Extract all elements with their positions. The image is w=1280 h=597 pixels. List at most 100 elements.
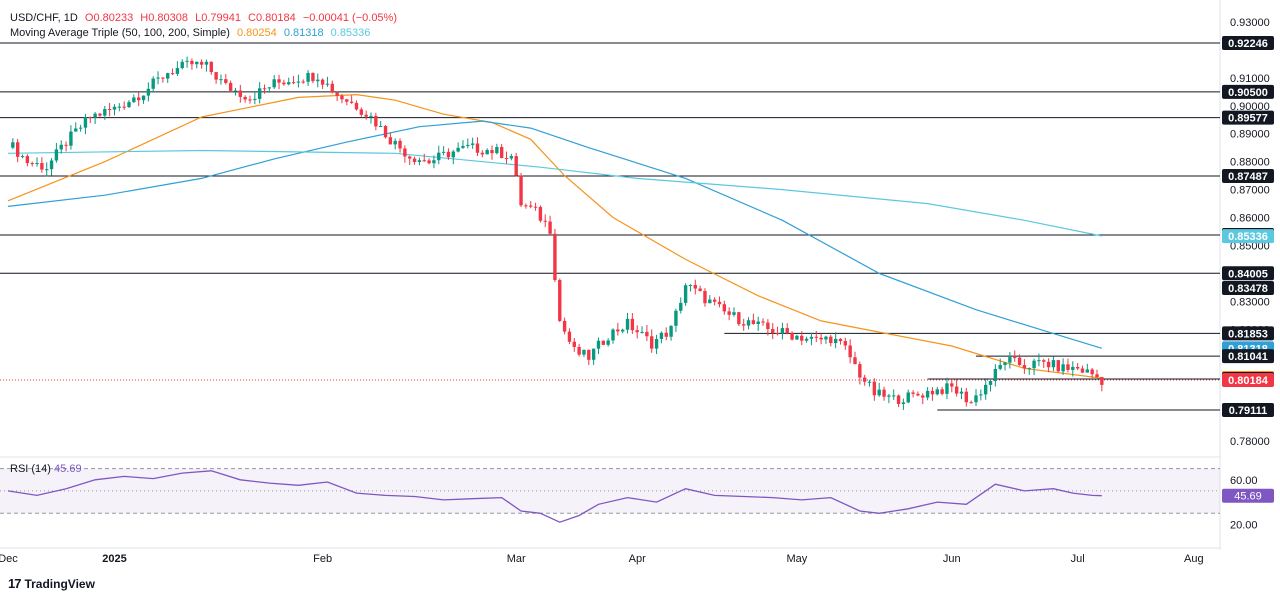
candle-body [892,395,896,397]
rsi-axis-badge-text: 45.69 [1234,491,1262,503]
candle-body [654,338,659,349]
candle-body [800,335,804,341]
candle-body [1090,369,1094,375]
candle-body [495,147,499,154]
time-axis-label: Dec [0,553,18,565]
candle-body [354,102,359,110]
candle-body [829,336,833,344]
candle-body [422,160,426,162]
candle-body [558,280,562,321]
price-axis-badge-text: 0.83478 [1228,283,1268,295]
candle-body [296,81,301,83]
candle-body [538,206,543,221]
rsi-tick-label: 20.00 [1230,519,1258,531]
moving-average-line [7,149,1102,237]
candle-body [582,349,586,355]
price-axis-badge [1222,110,1274,125]
candle-body [616,329,620,332]
candle-body [446,151,451,158]
price-axis-badge-text: 0.87487 [1228,171,1268,183]
tradingview-brand[interactable]: 17 TradingView [8,576,95,591]
price-axis-badge [1222,84,1274,99]
candle-body [529,205,533,207]
candle-body [209,61,213,73]
candle-body [224,79,228,83]
candle-body [30,163,34,165]
rsi-value: 45.69 [54,463,82,475]
ma200-value: 0.85336 [330,27,371,39]
symbol-label: USD/CHF, 1D [10,12,78,24]
candle-body [127,102,131,108]
price-tick-label: 0.86000 [1230,213,1270,225]
candle-body [1032,360,1036,369]
candle-body [349,101,354,103]
candle-body [683,285,688,303]
candle-body [364,114,368,117]
candle-body [441,151,446,153]
brand-name: TradingView [24,576,95,591]
candle-body [54,149,59,161]
time-axis-label: Apr [629,553,646,565]
candle-body [853,357,857,365]
tradingview-logo-icon: 17 [8,576,22,591]
candle-body [11,142,15,148]
candle-body [146,88,151,96]
candle-body [766,322,770,330]
candle-body [1017,357,1022,366]
candle-body [959,391,964,394]
candle-body [141,95,146,101]
candle-body [393,140,397,145]
rsi-line [7,470,1102,523]
candle-body [596,340,601,349]
candle-body [325,83,330,85]
candle-body [717,301,722,305]
candle-body [1056,360,1060,372]
candle-body [940,389,944,394]
price-axis-badge-text: 0.90500 [1228,87,1268,99]
price-axis-badge [1222,168,1274,183]
candle-body [359,109,364,115]
candle-body [378,125,383,127]
candle-body [25,156,30,164]
time-axis-label: Jul [1071,553,1085,565]
candle-body [843,341,848,346]
candle-body [916,393,920,396]
candle-body [451,151,455,158]
candle-body [45,169,49,171]
candle-body [151,78,155,89]
candle-body [712,299,717,302]
candle-body [887,395,891,397]
candle-body [567,331,572,342]
candle-body [969,402,973,404]
candle-body [988,381,993,385]
candle-body [562,320,567,332]
candle-body [993,368,998,382]
candle-body [790,333,794,340]
chart-legend-ohlc: USD/CHF, 1D O0.80233 H0.80308 L0.79941 C… [10,12,401,25]
candle-body [330,83,334,93]
candle-body [688,285,693,287]
candle-body [722,304,727,312]
candle-body [698,288,702,291]
candle-body [611,329,615,341]
candle-body [824,336,828,340]
candle-body [243,96,247,100]
ma100-value: 0.81318 [283,27,324,39]
candle-body [432,160,436,164]
candle-body [485,150,489,155]
price-axis-badge-text: 0.85336 [1228,231,1268,243]
candle-body [819,337,823,340]
price-axis-badge [1222,326,1274,341]
candle-body [132,97,136,103]
price-axis-badge-text: 0.89577 [1228,113,1268,125]
candle-body [572,341,576,347]
candle-body [635,330,639,333]
candle-body [925,390,930,398]
candle-body [59,144,63,150]
candle-body [979,394,983,396]
candle-body [587,349,591,360]
price-axis-badge [1222,229,1274,244]
price-axis-badge-text: 0.84005 [1228,268,1268,280]
price-tick-label: 0.93000 [1230,17,1270,29]
